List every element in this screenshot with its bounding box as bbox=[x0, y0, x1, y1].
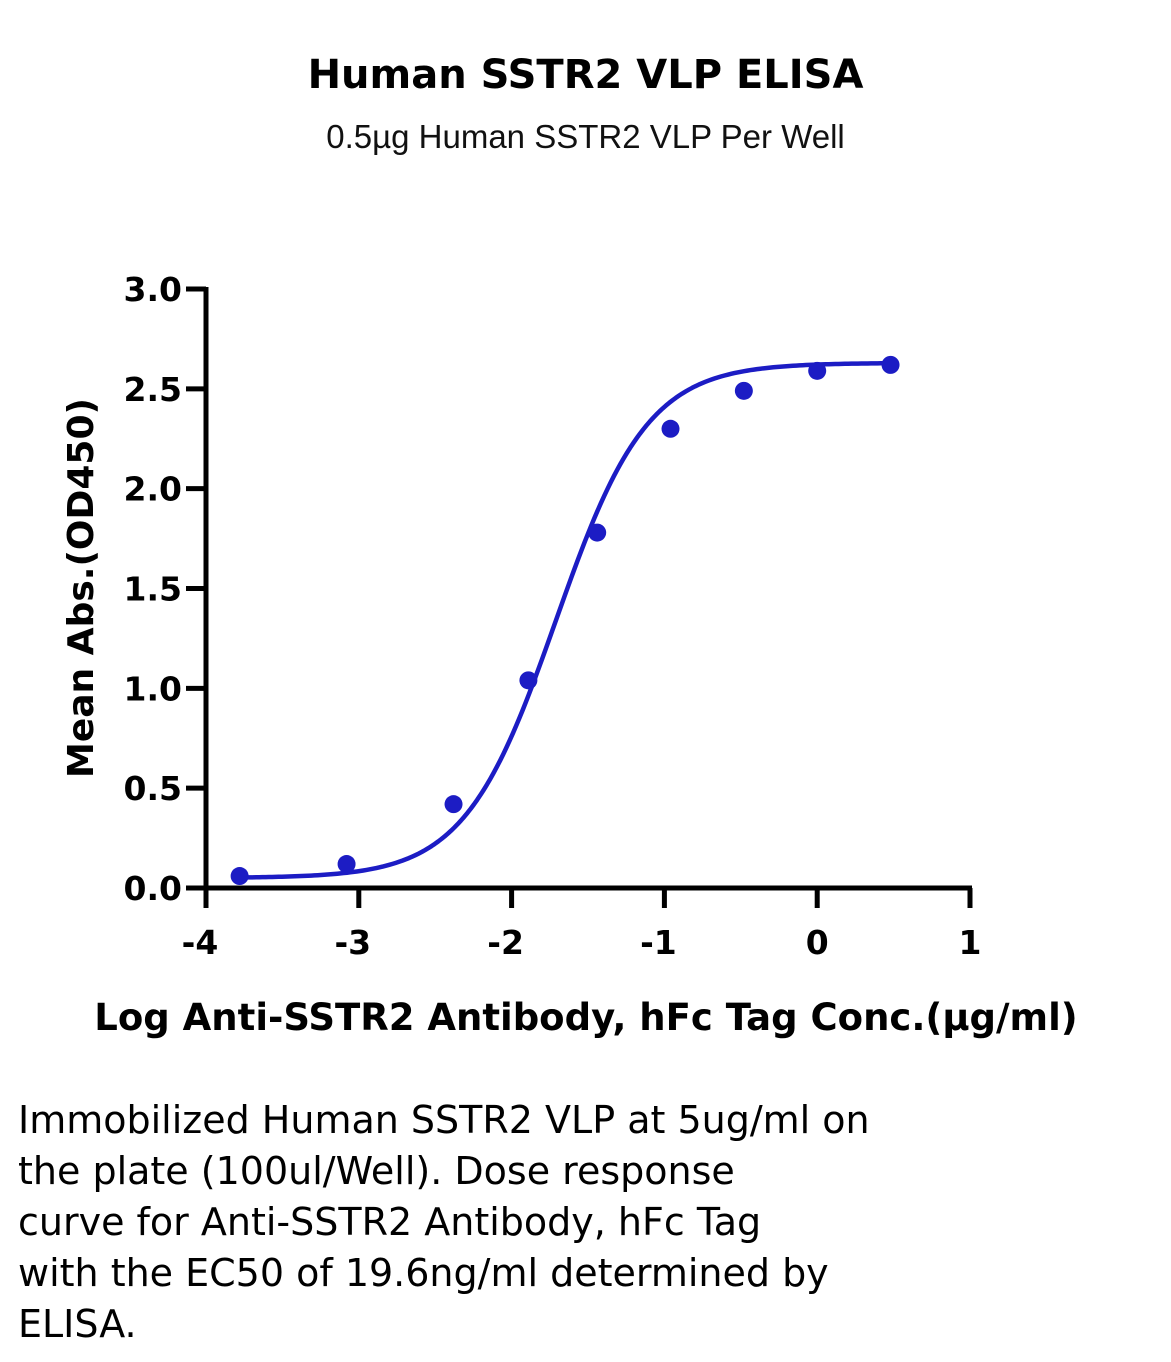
y-tick-label: 2.0 bbox=[124, 470, 182, 509]
caption: Immobilized Human SSTR2 VLP at 5ug/ml on… bbox=[18, 1095, 978, 1350]
caption-line: ELISA. bbox=[18, 1302, 137, 1346]
fit-curve-group bbox=[239, 360, 891, 880]
y-tick-label: 0.5 bbox=[124, 769, 182, 808]
data-point bbox=[588, 523, 607, 542]
y-tick-label: 1.5 bbox=[124, 570, 182, 609]
y-tick-label: 2.5 bbox=[124, 370, 182, 409]
data-point bbox=[337, 855, 356, 874]
axes: 0.0 0.5 1.0 1.5 2.0 2.5 3.0 -4 -3 -2 -1 0 1 bbox=[124, 270, 982, 962]
data-point bbox=[734, 381, 753, 400]
caption-line: curve for Anti-SSTR2 Antibody, hFc Tag bbox=[18, 1200, 762, 1244]
data-points bbox=[230, 355, 900, 886]
x-tick-label: -4 bbox=[182, 923, 219, 962]
y-tick-label: 0.0 bbox=[124, 869, 182, 908]
data-point bbox=[519, 671, 538, 690]
chart-title: Human SSTR2 VLP ELISA bbox=[307, 52, 864, 98]
data-point bbox=[808, 361, 827, 380]
x-tick-label: -2 bbox=[487, 923, 524, 962]
caption-line: Immobilized Human SSTR2 VLP at 5ug/ml on bbox=[18, 1098, 870, 1142]
x-tick-label: -1 bbox=[640, 923, 677, 962]
caption-line: the plate (100ul/Well). Dose response bbox=[18, 1149, 735, 1193]
x-tick-label: -3 bbox=[334, 923, 371, 962]
chart-subtitle: 0.5µg Human SSTR2 VLP Per Well bbox=[326, 118, 845, 155]
y-tick-label: 3.0 bbox=[124, 270, 182, 309]
fit-curve-line bbox=[239, 360, 891, 880]
data-point bbox=[881, 355, 900, 374]
data-point bbox=[444, 795, 463, 814]
y-tick-label: 1.0 bbox=[124, 669, 182, 708]
x-tick-label: 1 bbox=[959, 923, 982, 962]
data-point bbox=[661, 419, 680, 438]
y-axis-label: Mean Abs.(OD450) bbox=[61, 398, 102, 778]
data-point bbox=[230, 867, 249, 886]
caption-line: with the EC50 of 19.6ng/ml determined by bbox=[18, 1251, 829, 1295]
elisa-dose-response-chart: 0.0 0.5 1.0 1.5 2.0 2.5 3.0 -4 -3 -2 -1 0 1 Mean Abs… bbox=[61, 270, 1078, 1039]
x-tick-label: 0 bbox=[806, 923, 829, 962]
x-axis-label: Log Anti-SSTR2 Antibody, hFc Tag Conc.(µ… bbox=[94, 996, 1077, 1039]
